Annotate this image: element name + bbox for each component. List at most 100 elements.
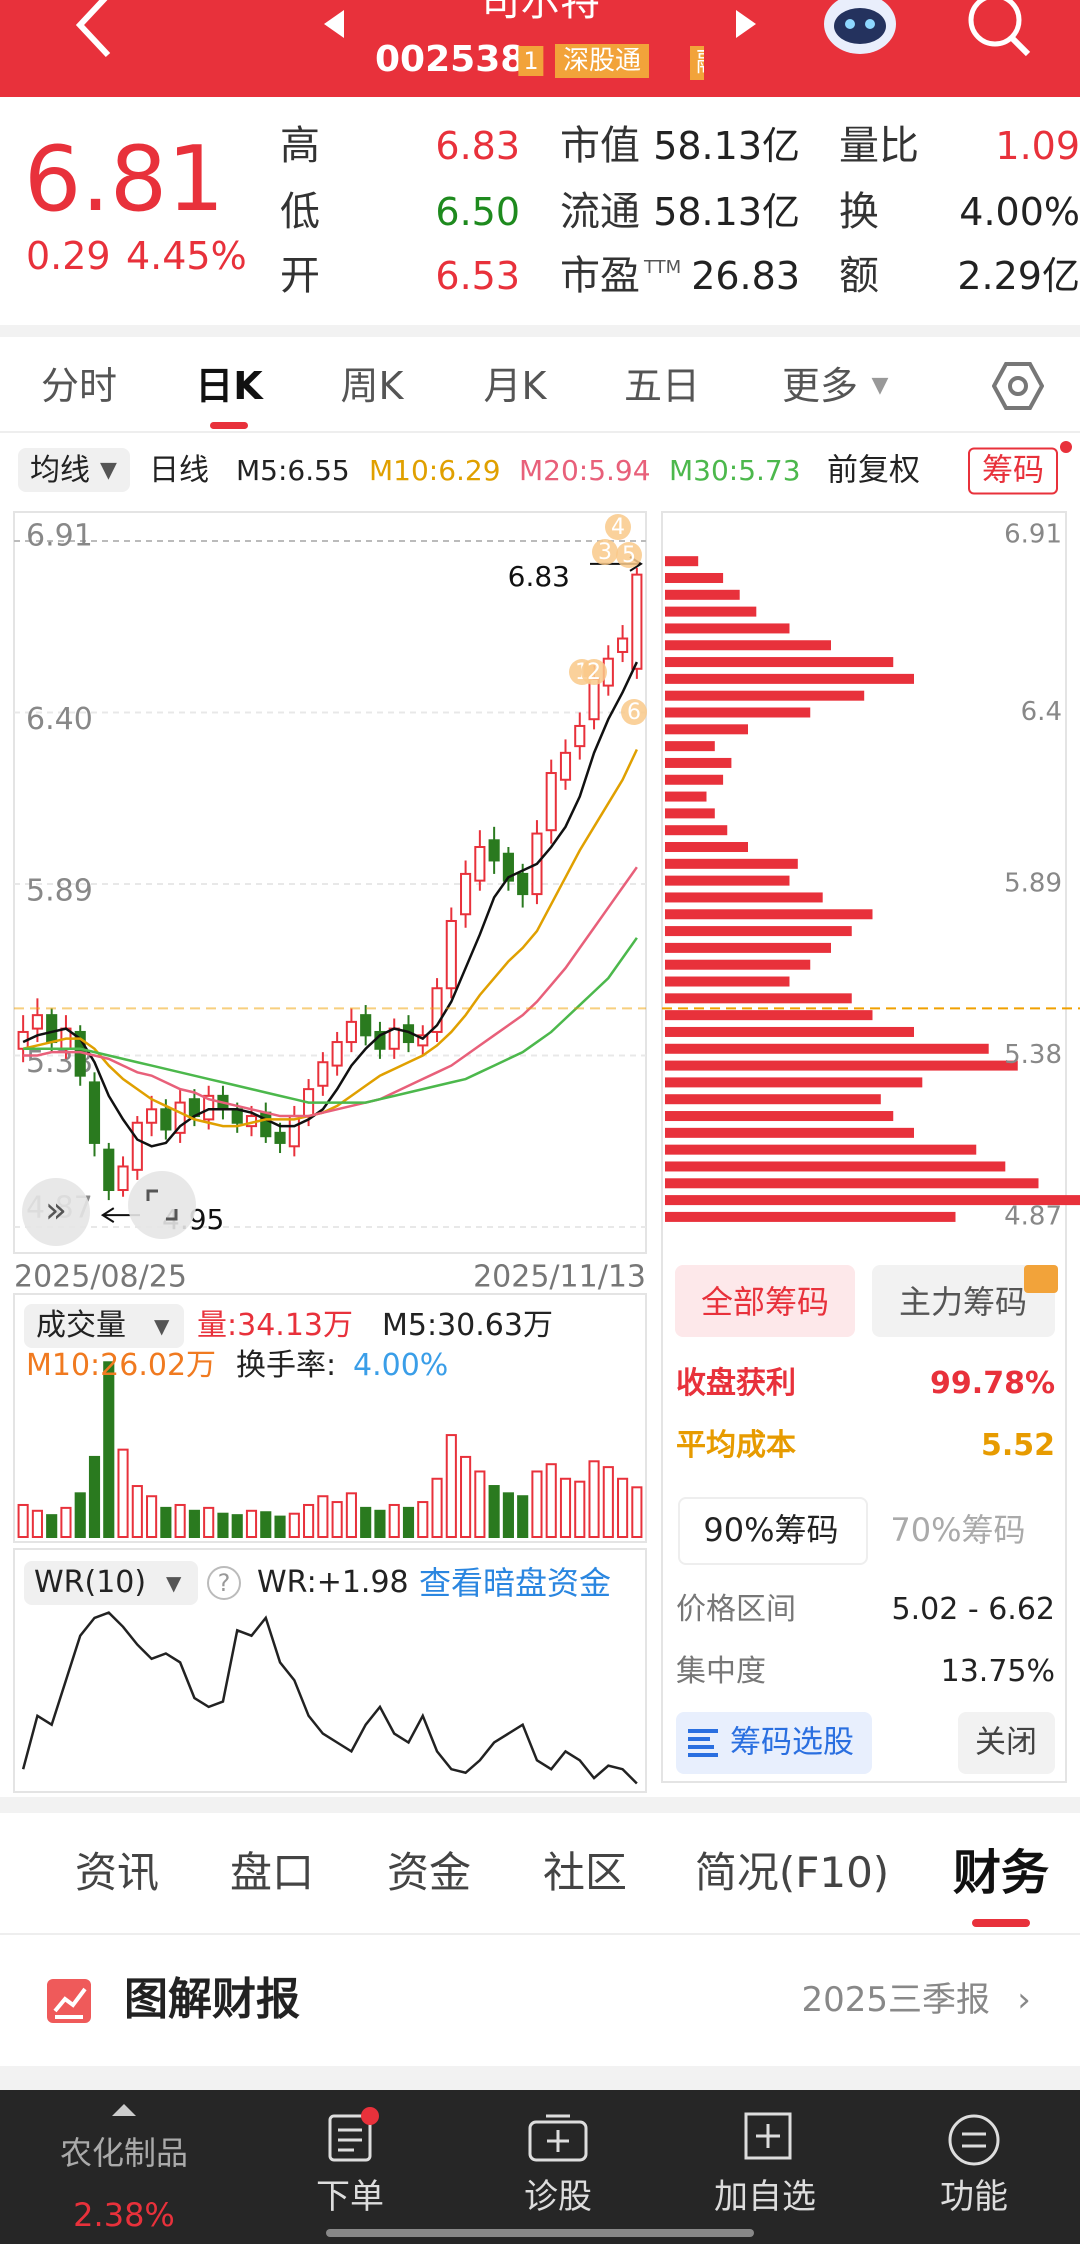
volume-bar: [517, 1495, 529, 1539]
pct-tab-active[interactable]: [678, 1497, 868, 1565]
date-label: 2025/11/13: [473, 1260, 646, 1295]
stat-label: 收盘获利: [676, 1366, 796, 1401]
chip-tick-label: 5.38: [1004, 1040, 1062, 1070]
field-value: 58.13亿: [653, 124, 800, 168]
search-icon[interactable]: [968, 0, 1031, 57]
candle-body: [502, 852, 514, 882]
volume-bar: [217, 1512, 229, 1538]
nav-item[interactable]: 功能: [940, 2177, 1008, 2217]
content-tab[interactable]: 资讯: [74, 1848, 160, 1897]
period-tab[interactable]: 五日: [623, 364, 701, 408]
chip-bar: [665, 606, 757, 617]
pct-tab[interactable]: 70%筹码: [890, 1511, 1026, 1549]
nav-item[interactable]: 诊股: [524, 2177, 592, 2217]
volume-bar: [388, 1503, 400, 1539]
volume-bar: [245, 1509, 258, 1538]
ma-type: 均线: [30, 453, 90, 488]
chips-button[interactable]: 筹码: [968, 447, 1058, 495]
adjust[interactable]: 前复权: [827, 452, 920, 489]
volume-bar: [331, 1501, 343, 1539]
content-tab[interactable]: 社区: [542, 1848, 628, 1897]
chip-bar: [665, 741, 715, 752]
chip-bar: [665, 1077, 923, 1088]
chip-bar: [665, 942, 831, 953]
chevron: ›: [1017, 1980, 1031, 2020]
chip-tab[interactable]: 主力筹码: [898, 1283, 1028, 1321]
robot-icon[interactable]: [824, 0, 896, 54]
content-tab[interactable]: 简况(F10): [694, 1848, 890, 1897]
ma-select[interactable]: [18, 448, 130, 492]
prev-stock[interactable]: [324, 10, 344, 38]
chip-select[interactable]: 筹码选股: [730, 1724, 854, 1761]
field-label: 额: [839, 253, 879, 299]
nav-item[interactable]: 下单: [316, 2177, 384, 2217]
tab-underline: [210, 422, 248, 429]
divider: [0, 325, 1080, 337]
period-tab[interactable]: 月K: [483, 364, 547, 408]
volume-bar: [231, 1514, 243, 1539]
candle-body: [488, 839, 500, 862]
fullscreen-button[interactable]: [128, 1171, 196, 1239]
chip-tab[interactable]: 全部筹码: [700, 1283, 830, 1321]
help-icon[interactable]: ?: [207, 1566, 241, 1600]
content-tab[interactable]: 资金: [386, 1848, 472, 1897]
field-label: 市值: [560, 123, 640, 169]
content-tab[interactable]: 盘口: [229, 1848, 315, 1897]
chip-bar: [665, 909, 873, 920]
expand-icon: »: [45, 1190, 67, 1231]
chip-bar: [665, 842, 748, 853]
stat-label: 价格区间: [676, 1592, 796, 1627]
signal-label: 5: [622, 543, 636, 568]
report-period[interactable]: 2025三季报: [801, 1980, 990, 2020]
vol-value: 量:34.13万: [197, 1308, 353, 1343]
dark-pool-link[interactable]: 查看暗盘资金: [419, 1564, 612, 1602]
stat-value: 13.75%: [940, 1654, 1055, 1689]
vol-select[interactable]: [24, 1304, 184, 1348]
ma-line: [22, 661, 638, 1148]
volume-bar: [303, 1503, 315, 1539]
expand-button[interactable]: [22, 1178, 90, 1246]
candle-body: [331, 1041, 343, 1067]
candle-body: [460, 872, 472, 916]
period-tab[interactable]: 更多: [781, 364, 859, 408]
chip-bar: [665, 657, 894, 668]
volume-bar: [360, 1506, 372, 1539]
chip-tab-active[interactable]: [675, 1265, 855, 1337]
report-title[interactable]: 图解财报: [124, 1974, 300, 2025]
chip-bar: [665, 993, 852, 1004]
ma-legend-item: M5:6.55: [236, 454, 350, 487]
volume-bar: [602, 1466, 614, 1539]
period-tab[interactable]: 周K: [340, 364, 404, 408]
next-stock[interactable]: [736, 10, 756, 38]
vol-m10: M10:26.02万: [26, 1348, 217, 1383]
back-button[interactable]: [75, 0, 111, 58]
stat-label: 集中度: [676, 1654, 766, 1689]
close[interactable]: 关闭: [975, 1724, 1037, 1761]
chip-select-button[interactable]: [676, 1712, 872, 1774]
chip-bar: [665, 757, 732, 768]
field-label: 流通: [560, 189, 640, 235]
divider: [0, 1933, 1080, 1935]
content-tab[interactable]: 财务: [952, 1845, 1050, 1901]
nav-item[interactable]: 加自选: [714, 2177, 816, 2217]
pct-tab[interactable]: 90%筹码: [703, 1511, 839, 1549]
volume-bar: [31, 1509, 43, 1538]
volume-frame: [13, 1293, 647, 1543]
volume-bar: [317, 1495, 329, 1539]
candle-body: [517, 872, 529, 896]
chip-bar: [665, 1211, 956, 1222]
volume-bar: [531, 1470, 543, 1538]
chip-bar: [665, 707, 811, 718]
chip-bar: [665, 1094, 881, 1105]
chip-bar: [665, 623, 790, 634]
period-tab[interactable]: 日K: [195, 364, 263, 408]
sector[interactable]: 农化制品: [59, 2134, 189, 2172]
settings-icon[interactable]: [992, 360, 1044, 412]
period-tab[interactable]: 分时: [40, 364, 118, 408]
tag: 深股通: [554, 44, 650, 78]
divider: [0, 431, 1080, 433]
volume-bar: [631, 1486, 643, 1539]
wr-select[interactable]: [24, 1561, 198, 1605]
close-button[interactable]: [958, 1712, 1055, 1774]
volume-bar: [460, 1455, 472, 1539]
